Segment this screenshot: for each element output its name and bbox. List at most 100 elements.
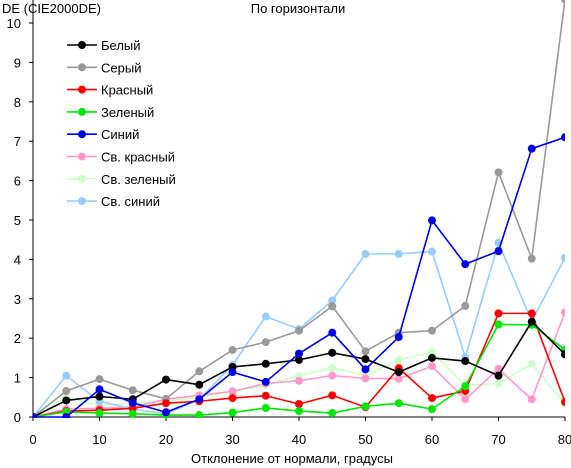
data-point <box>328 348 337 357</box>
data-point <box>494 320 503 329</box>
data-point <box>527 254 536 263</box>
data-point <box>428 216 436 225</box>
data-point <box>461 357 470 366</box>
y-tick-label: 1 <box>14 371 21 386</box>
axes: 0 1 2 3 4 5 6 7 8 9 10 0 10 20 30 40 50 60 70 80 <box>7 0 571 447</box>
legend-item: Св. зеленый <box>67 172 176 187</box>
data-point <box>361 374 370 383</box>
data-point <box>328 371 337 380</box>
data-point <box>261 403 270 412</box>
x-tick-label: 0 <box>29 432 36 447</box>
data-point <box>195 380 204 389</box>
y-tick-label: 9 <box>14 55 21 70</box>
legend-item: Синий <box>67 127 139 142</box>
y-tick-label: 8 <box>14 95 21 110</box>
data-point <box>561 253 565 262</box>
data-point <box>361 365 370 374</box>
legend-item: Зеленый <box>67 105 154 120</box>
data-point <box>527 317 536 326</box>
data-point <box>62 396 71 405</box>
x-tick-label: 80 <box>558 432 571 447</box>
legend-item: Серый <box>67 60 141 75</box>
legend-marker <box>78 85 86 94</box>
data-point <box>494 379 503 388</box>
x-tick-label: 70 <box>491 432 505 447</box>
x-tick-label: 40 <box>292 432 306 447</box>
data-point <box>328 363 337 372</box>
data-point <box>62 386 71 395</box>
x-tick-label: 30 <box>225 432 239 447</box>
data-point <box>261 377 270 386</box>
data-point <box>33 413 37 418</box>
data-point <box>361 347 370 356</box>
series <box>33 0 565 418</box>
x-tick-label: 10 <box>92 432 106 447</box>
legend-label: Серый <box>101 60 141 75</box>
data-point <box>228 368 237 377</box>
data-point <box>428 394 436 403</box>
legend-item: Красный <box>67 83 153 98</box>
data-point <box>295 407 303 416</box>
data-point <box>527 144 536 153</box>
data-point <box>361 355 370 364</box>
y-tick-label: 5 <box>14 213 21 228</box>
data-point <box>162 399 170 408</box>
data-point <box>361 249 370 258</box>
data-point <box>295 376 303 385</box>
data-point <box>261 338 270 347</box>
y-tick-label: 0 <box>14 410 21 425</box>
legend-item: Св. красный <box>67 150 175 165</box>
x-tick-label: 20 <box>159 432 173 447</box>
data-point <box>494 309 503 318</box>
y-tick-label: 2 <box>14 331 21 346</box>
data-point <box>394 333 403 342</box>
data-point <box>527 359 536 368</box>
legend-marker <box>78 197 86 206</box>
data-point <box>261 312 270 321</box>
legend-marker <box>78 130 86 139</box>
legend-marker <box>78 174 86 183</box>
data-point <box>328 391 337 400</box>
data-point <box>328 296 337 305</box>
legend-marker <box>78 41 86 49</box>
legend-item: Св. синий <box>67 194 160 209</box>
data-point <box>428 362 436 371</box>
data-point <box>228 408 237 417</box>
y-tick-label: 7 <box>14 134 21 149</box>
data-point <box>428 247 436 256</box>
series <box>33 133 565 418</box>
legend-label: Красный <box>101 83 153 98</box>
data-point <box>95 385 104 394</box>
data-point <box>128 398 137 407</box>
data-point <box>295 399 303 408</box>
data-point <box>428 347 436 356</box>
data-point <box>295 355 303 364</box>
data-point <box>527 395 536 404</box>
data-point <box>261 391 270 400</box>
legend-item: Белый <box>67 38 141 53</box>
data-point <box>561 0 565 4</box>
legend-marker <box>78 107 86 116</box>
data-point <box>195 367 204 376</box>
data-point <box>561 308 565 317</box>
data-point <box>295 349 303 358</box>
data-point <box>62 371 71 380</box>
data-point <box>561 133 565 142</box>
y-tick-label: 6 <box>14 174 21 189</box>
legend-label: Белый <box>101 38 141 53</box>
legend-label: Св. синий <box>101 194 160 209</box>
x-tick-label: 60 <box>425 432 439 447</box>
data-point <box>394 368 403 377</box>
data-point <box>394 249 403 258</box>
x-tick-label: 50 <box>358 432 372 447</box>
data-point <box>295 326 303 335</box>
data-point <box>95 409 104 418</box>
data-point <box>328 302 337 311</box>
legend-label: Зеленый <box>101 105 154 120</box>
data-point <box>228 387 237 396</box>
legend-label: Св. красный <box>101 150 175 165</box>
data-point <box>561 350 565 359</box>
data-point <box>361 402 370 411</box>
data-point <box>461 382 470 391</box>
y-tick-label: 4 <box>14 252 21 267</box>
